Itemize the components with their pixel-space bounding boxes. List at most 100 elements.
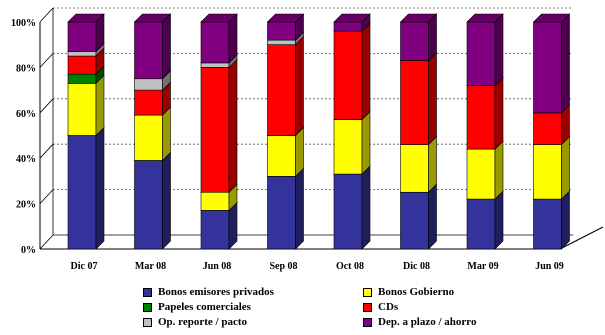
bar-segment-cds bbox=[266, 35, 305, 137]
bar-side bbox=[162, 106, 171, 162]
bar-front bbox=[400, 144, 429, 193]
bar-side bbox=[95, 74, 105, 137]
bar-side bbox=[561, 135, 570, 200]
bar-front bbox=[400, 60, 429, 145]
bar-segment-dep-a-plazo-ahorro bbox=[200, 13, 238, 64]
depth-tick bbox=[39, 98, 54, 114]
bar-front bbox=[134, 78, 163, 91]
y-tick-label: 60% bbox=[16, 109, 36, 120]
bar-side bbox=[494, 140, 504, 200]
legend-item-op-reporte-pacto: Op. reporte / pacto bbox=[143, 316, 247, 328]
legend: Bonos emisores privados Bonos Gobierno P… bbox=[143, 286, 543, 334]
bar-front bbox=[267, 44, 296, 136]
legend-label: Papeles comerciales bbox=[158, 301, 251, 313]
bar-top bbox=[200, 13, 238, 23]
bar-front bbox=[200, 210, 230, 250]
bar-front bbox=[67, 135, 97, 250]
y-tick-label: 20% bbox=[16, 200, 36, 211]
bar-segment-dep-a-plazo-ahorro bbox=[399, 13, 438, 62]
depth-tick bbox=[39, 189, 54, 204]
bar-segment-bonos-gobierno bbox=[333, 110, 371, 175]
bar-front bbox=[267, 39, 296, 45]
bar-segment-dep-a-plazo-ahorro bbox=[466, 13, 504, 87]
legend-item-papeles-comerciales: Papeles comerciales bbox=[143, 301, 251, 313]
bar-segment-bonos-emisores-privados bbox=[266, 167, 305, 250]
legend-swatch bbox=[143, 317, 152, 327]
bar-front bbox=[134, 160, 163, 250]
bar-front bbox=[533, 112, 562, 145]
bar-front bbox=[134, 21, 163, 80]
bar-segment-cds bbox=[399, 51, 438, 146]
bar-segment-bonos-gobierno bbox=[466, 140, 504, 200]
bar-side bbox=[95, 126, 105, 250]
x-tick-label: Mar 09 bbox=[467, 261, 498, 272]
bar-side bbox=[561, 190, 570, 250]
bar-side bbox=[162, 151, 171, 250]
x-tick-label: Jun 09 bbox=[535, 261, 564, 272]
bar-segment-bonos-gobierno bbox=[67, 74, 105, 137]
bar-front bbox=[533, 198, 562, 250]
bar-front bbox=[67, 73, 97, 84]
bar-front bbox=[400, 21, 429, 61]
depth-tick bbox=[39, 143, 54, 159]
bar-front bbox=[67, 51, 97, 57]
bar-segment-dep-a-plazo-ahorro bbox=[532, 13, 571, 114]
bar-side bbox=[162, 13, 171, 80]
bar-side bbox=[428, 51, 437, 146]
legend-swatch bbox=[363, 302, 372, 312]
bar-top bbox=[532, 13, 571, 23]
bar-top bbox=[266, 13, 305, 23]
legend-swatch bbox=[363, 287, 372, 297]
bar-front bbox=[134, 114, 163, 161]
bar-side bbox=[561, 13, 570, 114]
axes bbox=[39, 8, 604, 250]
bar-side bbox=[361, 110, 371, 175]
bar-front bbox=[533, 144, 562, 200]
bar-front bbox=[67, 21, 97, 52]
bar-front bbox=[200, 21, 230, 64]
bar-front bbox=[134, 89, 163, 116]
x-tick-label: Jun 08 bbox=[203, 261, 232, 272]
bar-front bbox=[200, 67, 230, 193]
bar-segment-dep-a-plazo-ahorro bbox=[67, 13, 105, 53]
bar-segment-dep-a-plazo-ahorro bbox=[333, 13, 371, 32]
bar-side bbox=[361, 22, 371, 121]
bar-segment-bonos-emisores-privados bbox=[399, 183, 438, 250]
y-tick-label: 40% bbox=[16, 154, 36, 165]
bar-segment-dep-a-plazo-ahorro bbox=[133, 13, 172, 80]
bar-side bbox=[494, 190, 504, 250]
bar-front bbox=[333, 173, 363, 250]
legend-label: Bonos emisores privados bbox=[158, 286, 274, 298]
bar-side bbox=[295, 35, 304, 137]
bar-front bbox=[400, 191, 429, 250]
legend-label: Bonos Gobierno bbox=[378, 286, 455, 298]
legend-label: CDs bbox=[378, 301, 399, 313]
bar-side bbox=[428, 183, 437, 250]
bar-segment-cds bbox=[200, 58, 238, 193]
bar-front bbox=[67, 55, 97, 75]
bar-front bbox=[466, 198, 496, 250]
bar-segment-dep-a-plazo-ahorro bbox=[266, 13, 305, 41]
bar-segment-bonos-emisores-privados bbox=[333, 165, 371, 250]
legend-item-cds: CDs bbox=[363, 301, 398, 313]
y-tick-label: 100% bbox=[11, 18, 36, 29]
x-tick-label: Dic 07 bbox=[71, 261, 98, 272]
bar-side bbox=[361, 165, 371, 250]
legend-label: Op. reporte / pacto bbox=[158, 316, 248, 328]
bar-side bbox=[494, 13, 504, 87]
bar-segment-cds bbox=[466, 76, 504, 150]
bar-segment-bonos-emisores-privados bbox=[133, 151, 172, 250]
bar-segment-cds bbox=[333, 22, 371, 121]
bars bbox=[67, 13, 571, 250]
bar-segment-cds bbox=[133, 81, 172, 116]
bar-side bbox=[228, 58, 238, 193]
legend-swatch bbox=[143, 302, 152, 312]
x-tick-label: Mar 08 bbox=[135, 261, 166, 272]
bar-top bbox=[67, 13, 105, 23]
bar-front bbox=[466, 148, 496, 200]
depth-tick bbox=[39, 7, 54, 23]
x-tick-label: Dic 08 bbox=[403, 261, 430, 272]
bar-front bbox=[267, 176, 296, 250]
legend-item-dep-a-plazo-ahorro: Dep. a plazo / ahorro bbox=[363, 316, 477, 328]
bar-side bbox=[295, 126, 304, 178]
